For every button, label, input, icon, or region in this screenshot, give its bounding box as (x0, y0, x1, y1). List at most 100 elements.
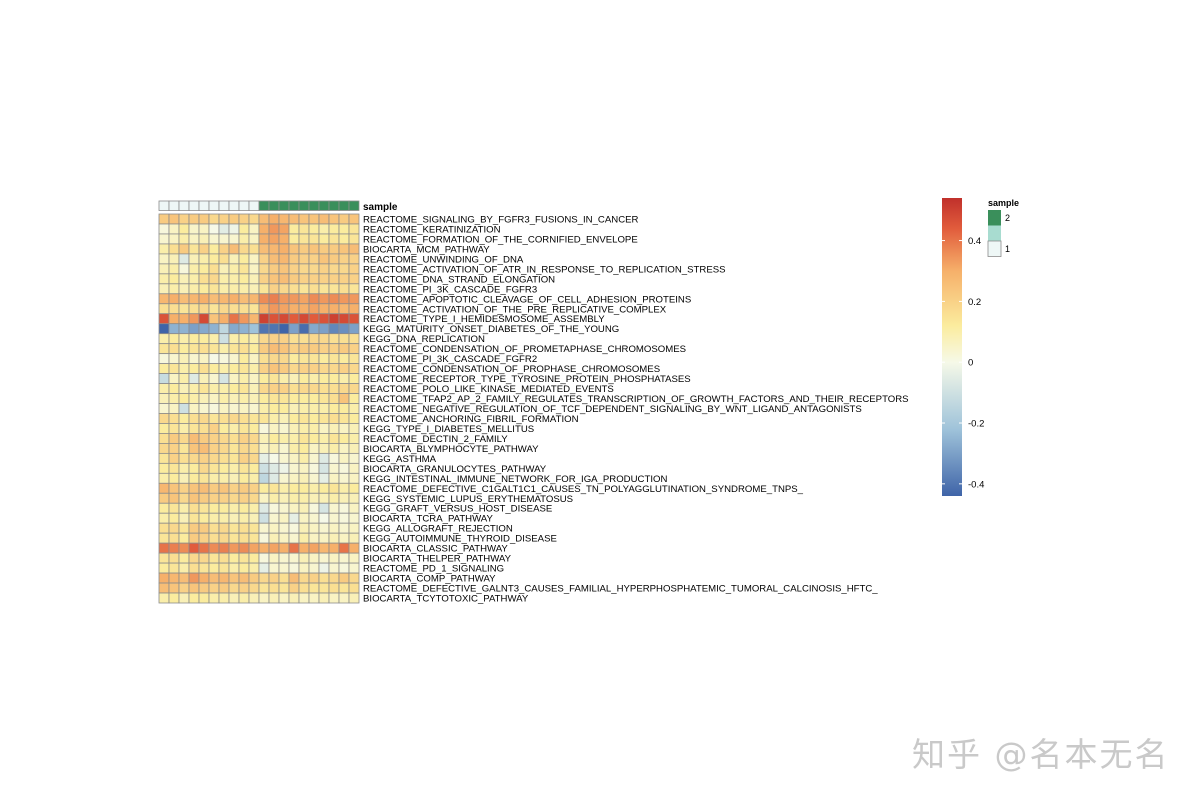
heatmap-cell (188, 323, 200, 335)
heatmap-cell (268, 502, 280, 514)
heatmap-cell (268, 462, 280, 474)
heatmap-cell (208, 423, 220, 434)
heatmap-cell (348, 492, 360, 504)
heatmap-cell (198, 283, 210, 295)
heatmap-cell (308, 502, 320, 514)
heatmap-cell (208, 572, 220, 584)
heatmap-cell (168, 343, 180, 355)
heatmap-cell (258, 273, 270, 285)
heatmap-cell (278, 492, 290, 504)
heatmap-cell (208, 413, 220, 424)
heatmap-cell (348, 522, 360, 534)
heatmap-cell (238, 462, 250, 474)
heatmap-cell (308, 572, 320, 584)
heatmap-cell (318, 502, 330, 514)
heatmap-cell (208, 522, 220, 534)
row-label: REACTOME_APOPTOTIC_CLEAVAGE_OF_CELL_ADHE… (363, 294, 691, 305)
heatmap-cell (268, 403, 280, 414)
heatmap-cell (258, 552, 270, 564)
heatmap-cell (218, 433, 230, 444)
heatmap-cell (258, 303, 270, 315)
heatmap-cell (198, 472, 210, 484)
heatmap-cell (168, 452, 180, 464)
heatmap-cell (208, 263, 220, 275)
heatmap-cell (278, 423, 290, 434)
heatmap-cell (258, 423, 270, 434)
heatmap-cell (268, 582, 280, 594)
heatmap-cell (178, 443, 190, 454)
heatmap-cell (308, 243, 320, 255)
heatmap-cell (218, 572, 230, 584)
heatmap-cell (228, 293, 240, 305)
heatmap-cell (198, 273, 210, 285)
heatmap-cell (318, 452, 330, 464)
heatmap-cell (158, 423, 170, 434)
heatmap-cell (258, 462, 270, 474)
heatmap-cell (188, 443, 200, 454)
heatmap-cell (268, 373, 280, 384)
heatmap-cell (328, 233, 340, 245)
heatmap-cell (298, 403, 310, 414)
heatmap-cell (258, 333, 270, 345)
heatmap-cell (258, 223, 270, 235)
heatmap-cell (238, 323, 250, 335)
heatmap-cell (328, 303, 340, 315)
heatmap-cell (338, 293, 350, 305)
heatmap-cell (248, 423, 260, 434)
heatmap-cell (198, 253, 210, 265)
heatmap-cell (268, 353, 280, 365)
heatmap-cell (158, 462, 170, 474)
heatmap-cell (308, 323, 320, 335)
heatmap-cell (308, 542, 320, 554)
heatmap-cell (248, 582, 260, 594)
heatmap-cell (328, 492, 340, 504)
heatmap-cell (158, 582, 170, 594)
heatmap-cell (218, 532, 230, 544)
row-labels: REACTOME_SIGNALING_BY_FGFR3_FUSIONS_IN_C… (363, 214, 909, 604)
heatmap-cell (258, 592, 270, 604)
heatmap-cell (338, 582, 350, 594)
heatmap-cell (328, 243, 340, 255)
heatmap-cell (158, 452, 170, 464)
heatmap-cell (228, 542, 240, 554)
row-label: REACTOME_PI_3K_CASCADE_FGFR2 (363, 354, 537, 365)
heatmap-cell (248, 552, 260, 564)
heatmap-cell (288, 363, 300, 374)
heatmap-cell (178, 542, 190, 554)
heatmap-cell (188, 393, 200, 404)
heatmap-cell (178, 383, 190, 394)
heatmap-cell (328, 393, 340, 404)
heatmap-cell (188, 433, 200, 444)
heatmap-cell (308, 443, 320, 454)
heatmap-cell (338, 572, 350, 584)
heatmap-cell (268, 443, 280, 454)
heatmap-cell (348, 243, 360, 255)
heatmap-cell (248, 532, 260, 544)
heatmap-cell (288, 562, 300, 574)
heatmap-cell (248, 293, 260, 305)
heatmap-cell (228, 333, 240, 345)
heatmap-cell (258, 452, 270, 464)
heatmap-cell (228, 423, 240, 434)
heatmap-cell (318, 423, 330, 434)
heatmap-cell (238, 433, 250, 444)
heatmap-cell (238, 423, 250, 434)
heatmap-cell (338, 512, 350, 524)
heatmap-cell (258, 492, 270, 504)
heatmap-cell (258, 532, 270, 544)
heatmap-cell (258, 393, 270, 404)
heatmap-cell (298, 333, 310, 345)
heatmap-cell (288, 582, 300, 594)
heatmap-cell (308, 383, 320, 394)
heatmap-cell (248, 393, 260, 404)
heatmap-cell (348, 572, 360, 584)
heatmap-cell (188, 333, 200, 345)
heatmap-cell (208, 323, 220, 335)
heatmap-cell (308, 532, 320, 544)
heatmap-cell (338, 323, 350, 335)
heatmap-cell (338, 243, 350, 255)
heatmap-cell (188, 383, 200, 394)
heatmap-cell (178, 512, 190, 524)
heatmap-cell (218, 213, 230, 225)
heatmap-cell (258, 383, 270, 394)
